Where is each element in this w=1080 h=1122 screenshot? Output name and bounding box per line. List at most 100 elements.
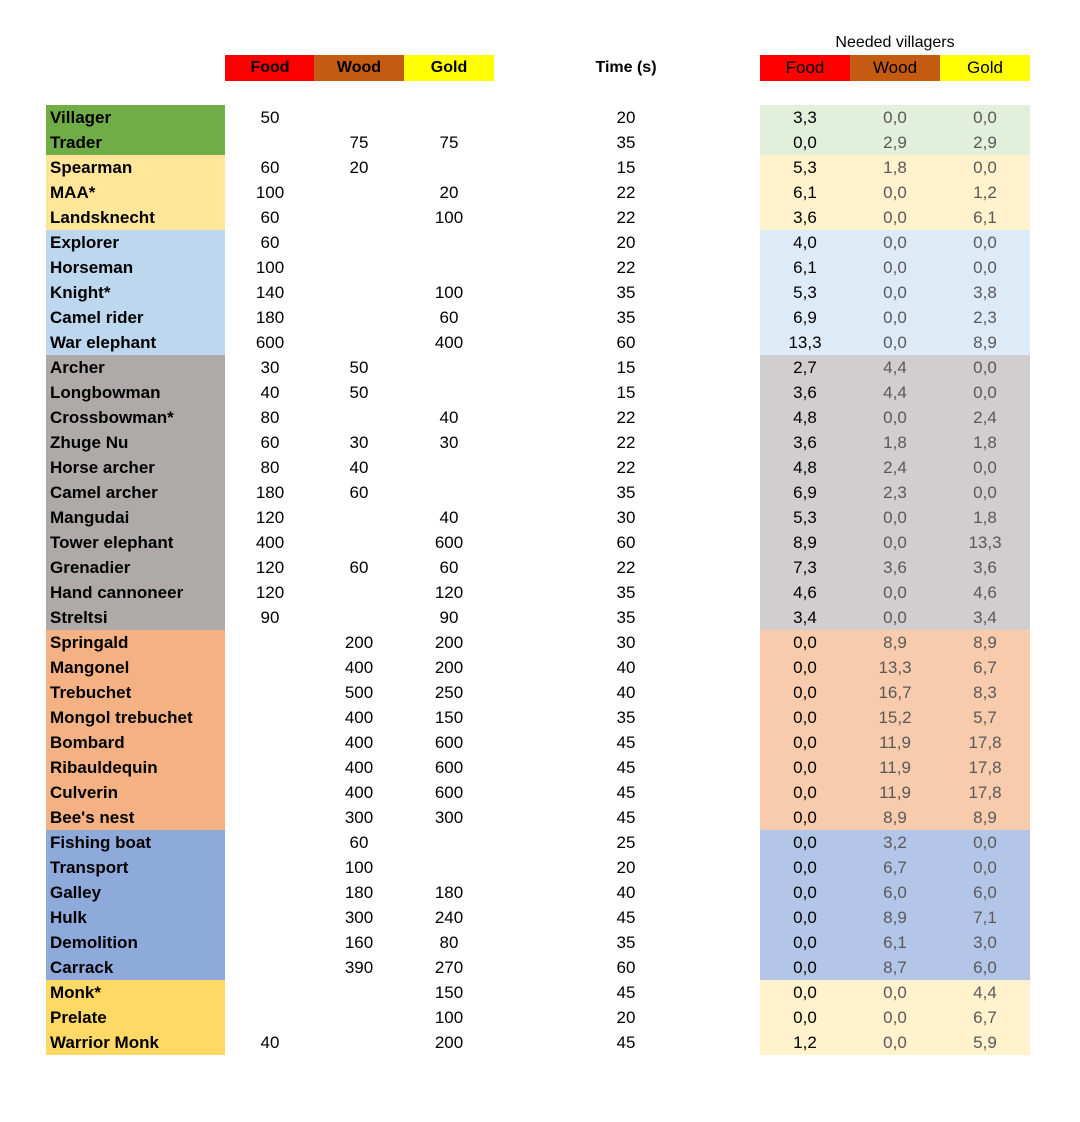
food-cost [225,1005,315,1030]
train-time: 45 [616,783,636,802]
villagers-food: 0,0 [793,683,817,702]
villagers-gold: 4,4 [973,983,997,1002]
gold-cost: 100 [434,283,464,302]
villagers-gold: 1,8 [973,508,997,527]
wood-cost: 100 [344,858,374,877]
unit-name: Ribauldequin [46,755,225,780]
villagers-gold: 0,0 [973,833,997,852]
gold-cost [404,155,494,180]
wood-cost [314,305,404,330]
food-cost: 400 [255,533,285,552]
unit-name: Knight* [46,280,225,305]
villagers-gold: 8,3 [973,683,997,702]
villagers-food: 0,0 [793,658,817,677]
food-cost [225,955,315,980]
table-row: Longbowman 40 50 15 3,6 4,4 0,0 [0,380,1080,405]
train-time: 35 [616,933,636,952]
villagers-gold: 0,0 [973,233,997,252]
gold-cost: 600 [434,533,464,552]
unit-name: Prelate [46,1005,225,1030]
villagers-wood: 0,0 [883,233,907,252]
unit-table: Villager 50 20 3,3 0,0 0,0 Trader 75 75 35 0,0 2,9 2… [0,105,1080,1055]
wood-cost [314,405,404,430]
unit-name: War elephant [46,330,225,355]
train-time: 20 [616,233,636,252]
unit-name: Longbowman [46,380,225,405]
wood-cost [314,230,404,255]
food-cost [225,680,315,705]
villagers-food: 0,0 [793,133,817,152]
food-cost [225,880,315,905]
villagers-row-background [760,1005,1030,1030]
food-cost: 80 [260,408,280,427]
food-cost: 120 [255,558,285,577]
unit-name: Carrack [46,955,225,980]
unit-name: Camel rider [46,305,225,330]
villagers-row-background [760,255,1030,280]
unit-name: Trebuchet [46,680,225,705]
villagers-gold: 0,0 [973,483,997,502]
villagers-gold: 2,3 [973,308,997,327]
villagers-gold: 17,8 [968,758,1002,777]
villagers-gold: 6,0 [973,958,997,977]
villagers-row-background [760,930,1030,955]
villagers-gold: 13,3 [968,533,1002,552]
food-cost: 180 [255,308,285,327]
villagers-gold: 6,7 [973,1008,997,1027]
train-time: 15 [616,158,636,177]
villagers-row-background [760,305,1030,330]
villagers-wood: 13,3 [878,658,912,677]
wood-cost [314,980,404,1005]
table-row: Culverin 400 600 45 0,0 11,9 17,8 [0,780,1080,805]
train-time: 35 [616,483,636,502]
table-row: Mangudai 120 40 30 5,3 0,0 1,8 [0,505,1080,530]
villagers-gold: 3,0 [973,933,997,952]
unit-name: Demolition [46,930,225,955]
wood-cost: 75 [349,133,369,152]
unit-name: Villager [46,105,225,130]
table-row: Springald 200 200 30 0,0 8,9 8,9 [0,630,1080,655]
wood-cost [314,280,404,305]
wood-cost [314,255,404,280]
villagers-gold: 0,0 [973,258,997,277]
wood-cost: 300 [344,908,374,927]
villagers-food: 6,1 [793,183,817,202]
gold-cost: 100 [434,1008,464,1027]
villagers-row-background [760,680,1030,705]
train-time: 40 [616,883,636,902]
villagers-food: 0,0 [793,758,817,777]
food-cost: 90 [260,608,280,627]
unit-name: Mangonel [46,655,225,680]
wood-cost: 180 [344,883,374,902]
unit-name: Camel archer [46,480,225,505]
villagers-food: 3,6 [793,383,817,402]
gold-cost: 40 [439,408,459,427]
villagers-wood: 16,7 [878,683,912,702]
wood-cost: 400 [344,733,374,752]
villagers-food: 8,9 [793,533,817,552]
villagers-row-background [760,605,1030,630]
train-time: 60 [616,533,636,552]
villagers-row-background [760,130,1030,155]
unit-name: Streltsi [46,605,225,630]
villagers-food: 3,3 [793,108,817,127]
table-row: Zhuge Nu 60 30 30 22 3,6 1,8 1,8 [0,430,1080,455]
train-time: 45 [616,1033,636,1052]
villagers-food: 0,0 [793,983,817,1002]
wood-cost: 400 [344,708,374,727]
gold-cost [404,380,494,405]
table-row: Grenadier 120 60 60 22 7,3 3,6 3,6 [0,555,1080,580]
table-row: Galley 180 180 40 0,0 6,0 6,0 [0,880,1080,905]
villagers-food: 0,0 [793,908,817,927]
table-row: Prelate 100 20 0,0 0,0 6,7 [0,1005,1080,1030]
wood-cost: 390 [344,958,374,977]
unit-name: Galley [46,880,225,905]
villagers-row-background [760,205,1030,230]
gold-cost: 20 [439,183,459,202]
villagers-row-background [760,330,1030,355]
villagers-wood: 11,9 [879,758,911,777]
wood-cost [314,205,404,230]
villagers-row-background [760,555,1030,580]
villagers-wood: 0,0 [883,608,907,627]
villagers-gold: 7,1 [973,908,997,927]
